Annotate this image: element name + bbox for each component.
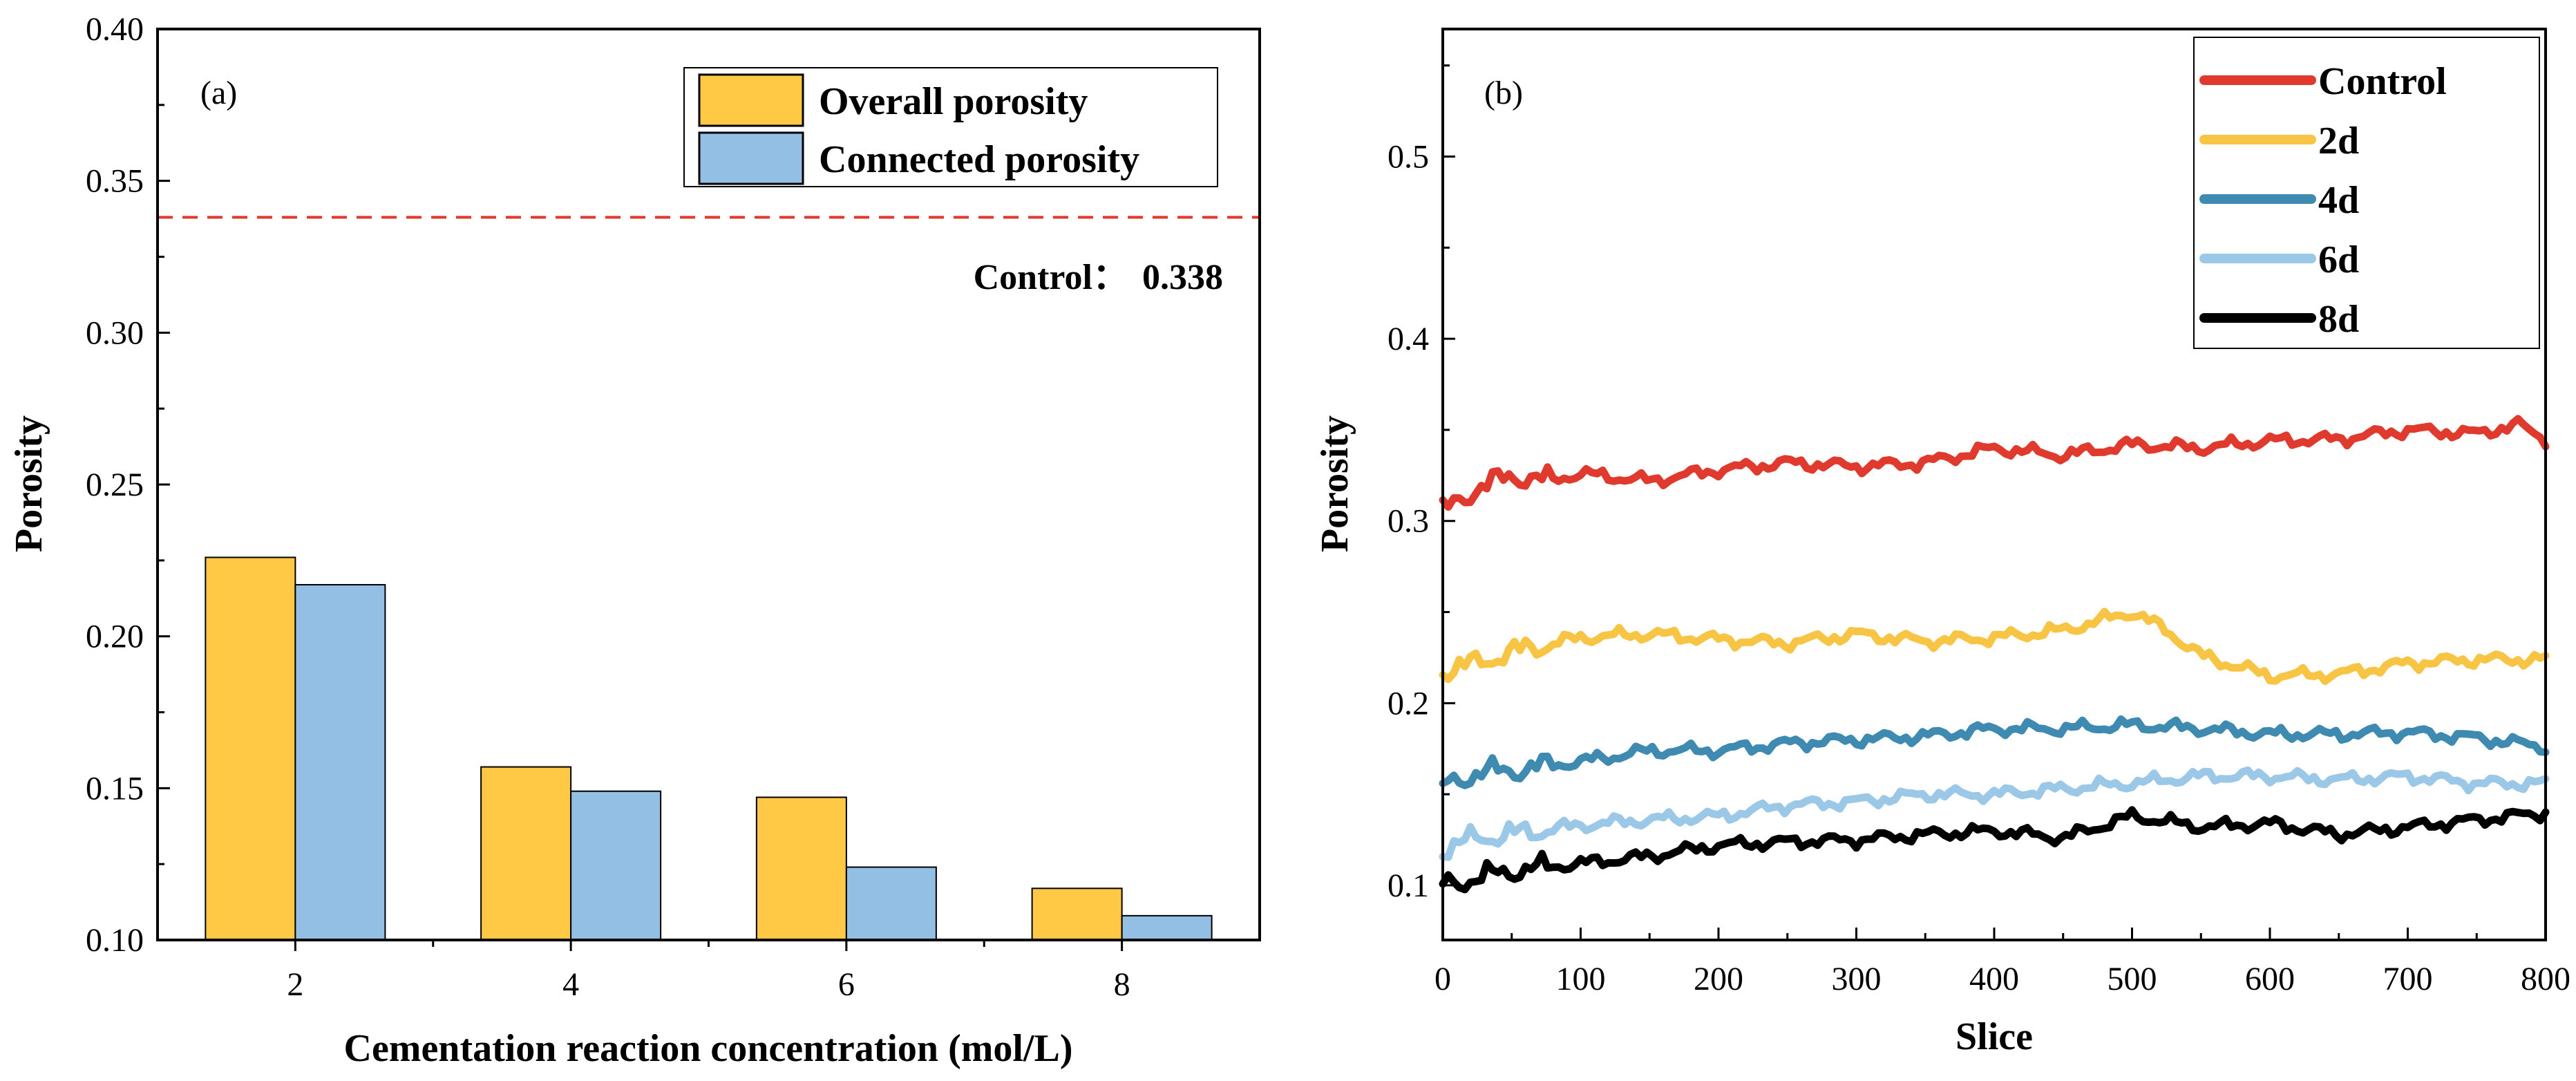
series-line-6d [1439,766,2550,861]
series-line-control [1439,415,2550,511]
y-tick-label-b: 0.2 [1388,685,1429,722]
x-tick-label-a: 8 [1114,966,1130,1003]
x-tick-label-b: 200 [1694,961,1743,997]
x-tick-label-b: 300 [1832,961,1882,997]
legend-label-overall: Overall porosity [819,80,1088,123]
y-tick-label-a: 0.25 [86,467,144,503]
x-tick-label-b: 700 [2383,961,2433,997]
bar-connected-porosity [1121,914,1213,941]
bar-overall-porosity [1031,887,1123,941]
plot-frame-a [156,28,1261,941]
y-tick-label-a: 0.40 [86,11,144,48]
legend-b-box [2193,37,2540,349]
y-axis-title-a: Porosity [8,415,50,552]
x-tick-label-a: 2 [287,966,303,1003]
x-tick-label-b: 100 [1556,961,1606,997]
legend-label-6d: 6d [2318,238,2359,281]
bar-connected-porosity [845,866,937,941]
legend-swatch-overall [698,73,804,127]
y-tick-label-a: 0.15 [86,770,144,807]
y-tick-label-a: 0.20 [86,619,144,655]
y-tick-label-a: 0.30 [86,314,144,351]
y-tick-label-a: 0.10 [86,922,144,959]
series-line-4d [1439,715,2550,789]
panel-label-a: (a) [200,75,237,111]
panel-label-b: (b) [1484,75,1523,111]
legend-label-8d: 8d [2318,298,2359,341]
bar-overall-porosity [205,556,296,941]
bar-overall-porosity [480,766,572,941]
x-axis-title-b: Slice [1955,1015,2033,1058]
bar-overall-porosity [755,796,847,941]
legend-label-connected: Connected porosity [819,138,1139,181]
panel-b: 0.1 0.2 0.3 0.4 0.5 0 100 200 300 400 500 600 700 800… [1314,28,2570,1058]
y-tick-label-a: 0.35 [86,163,144,200]
x-tick-label-b: 0 [1434,961,1451,997]
bar-connected-porosity [294,583,386,941]
legend-a: Overall porosity Connected porosity [683,67,1218,187]
panel-a: 0.10 0.15 0.20 0.25 0.30 0.35 0.40 2 4 6 8 (a) Con… [8,11,1261,1070]
x-tick-label-b: 800 [2521,961,2570,997]
x-tick-label-a: 4 [562,966,579,1003]
y-tick-label-b: 0.1 [1388,867,1429,904]
legend-swatch-connected [698,131,804,185]
x-axis-title-a: Cementation reaction concentration (mol/… [344,1027,1073,1070]
y-tick-label-b: 0.3 [1388,503,1429,540]
legend-label-4d: 4d [2318,179,2359,222]
bar-connected-porosity [570,790,662,941]
plot-frame-b [1441,28,2547,941]
control-annotation-label: Control： [974,258,1128,297]
legend-label-control: Control [2318,60,2447,103]
y-tick-label-b: 0.4 [1388,321,1429,357]
legend-label-2d: 2d [2318,120,2359,162]
x-tick-label-b: 600 [2245,961,2295,997]
control-annotation: Control： 0.338 [974,258,1223,297]
x-tick-label-b: 500 [2108,961,2157,997]
control-annotation-value: 0.338 [1142,258,1223,297]
y-axis-title-b: Porosity [1314,415,1356,552]
series-line-8d [1439,806,2550,894]
legend-b: Control 2d 4d 6d 8d [2193,37,2540,349]
y-tick-label-b: 0.5 [1388,139,1429,176]
series-line-2d [1439,608,2550,686]
x-tick-label-a: 6 [838,966,855,1003]
x-tick-label-b: 400 [1969,961,2019,997]
